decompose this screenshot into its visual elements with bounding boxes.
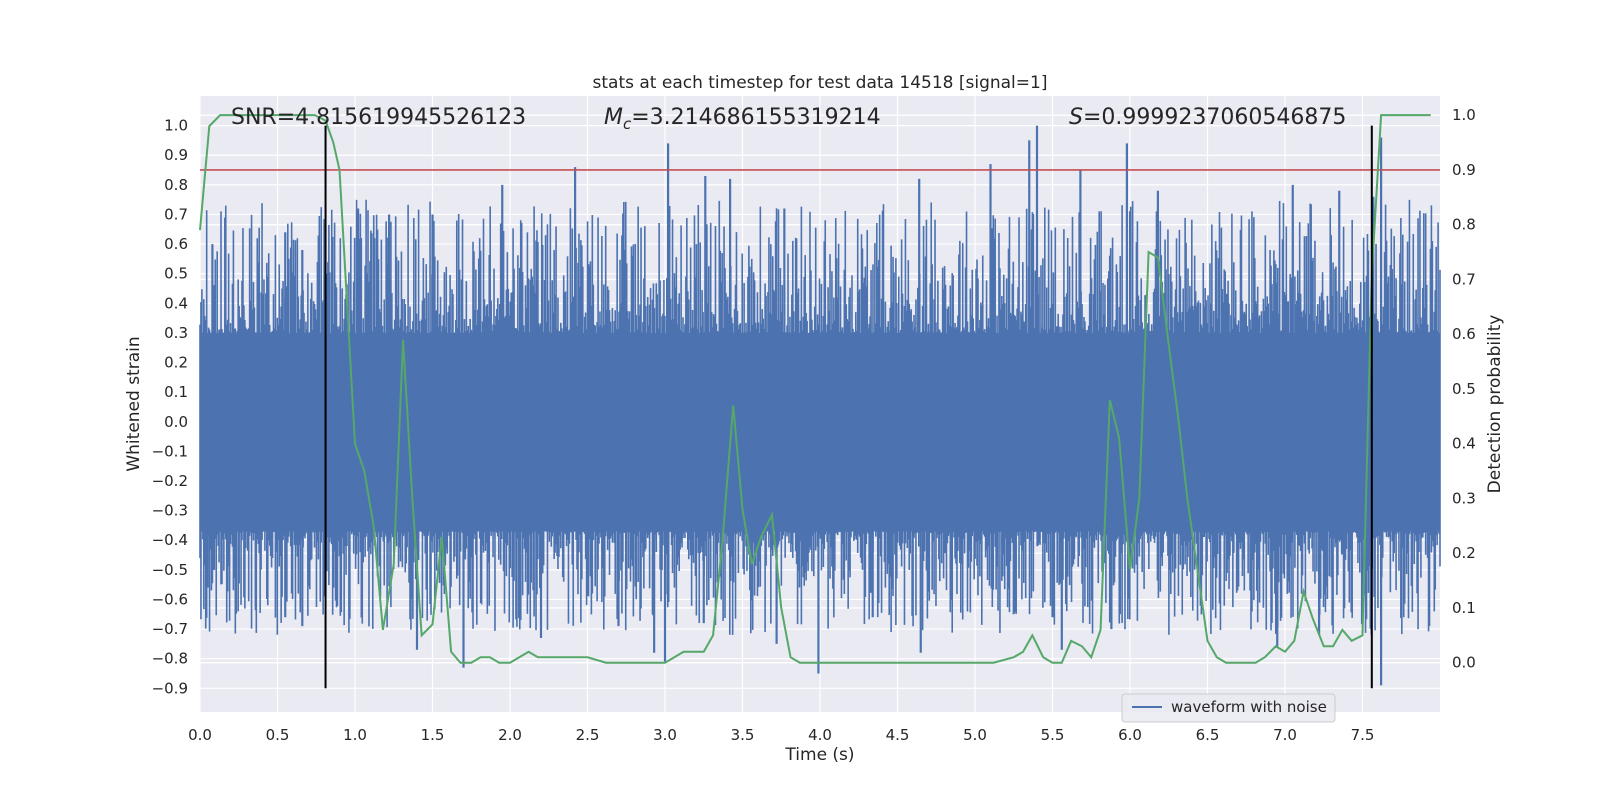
x-tick-label: 2.0: [498, 726, 522, 744]
score-annotation: S=0.9999237060546875: [1069, 105, 1346, 130]
y2-tick-label: 0.3: [1452, 489, 1476, 507]
y-tick-label: 0.2: [164, 354, 188, 372]
y-tick-label: −0.4: [152, 531, 188, 549]
legend-label: waveform with noise: [1171, 698, 1327, 716]
y-tick-label: 0.9: [164, 146, 188, 164]
y2-tick-label: 0.2: [1452, 544, 1476, 562]
x-tick-label: 1.5: [421, 726, 445, 744]
y-tick-label: −0.1: [152, 442, 188, 460]
y2-tick-label: 0.6: [1452, 325, 1476, 343]
x-tick-label: 0.5: [266, 726, 290, 744]
y2-tick-labels: 1.0 0.9 0.8 0.7 0.6 0.5 0.4 0.3 0.2 0.1 0.0: [1452, 106, 1476, 672]
vertical-markers: [324, 125, 1373, 689]
x-axis-label: Time (s): [784, 745, 854, 765]
legend-box: [1121, 693, 1336, 723]
y2-tick-label: 0.8: [1452, 216, 1476, 234]
chirp-mass-annotation: Mc=3.214686155319214: [604, 105, 881, 133]
chirp-mass-symbol: M: [604, 105, 623, 130]
y-tick-label: 0.6: [164, 235, 188, 253]
x-tick-label: 4.5: [886, 726, 910, 744]
x-tick-label: 6.0: [1118, 726, 1142, 744]
legend: waveform with noise: [1121, 693, 1336, 723]
x-tick-label: 7.5: [1351, 726, 1375, 744]
y-tick-label: 0.7: [164, 205, 188, 223]
x-tick-label: 5.5: [1041, 726, 1065, 744]
x-tick-label: 3.0: [653, 726, 677, 744]
y-tick-label: 0.0: [164, 413, 188, 431]
y-tick-label: −0.5: [152, 561, 188, 579]
y-tick-label: 0.5: [164, 265, 188, 283]
x-tick-labels: 0.0 0.5 1.0 1.5 2.0 2.5 3.0 3.5 4.0 4.5 5.0 5.5 6.0 6…: [188, 726, 1374, 744]
y-tick-label: −0.9: [152, 679, 188, 697]
x-tick-label: 0.0: [188, 726, 212, 744]
x-tick-label: 7.0: [1273, 726, 1297, 744]
y2-tick-label: 0.9: [1452, 161, 1476, 179]
x-tick-label: 6.5: [1196, 726, 1220, 744]
x-tick-label: 3.5: [731, 726, 755, 744]
chirp-mass-subscript: c: [623, 115, 632, 133]
y-tick-label: −0.6: [152, 590, 188, 608]
y-axis-label: Whitened strain: [124, 336, 144, 471]
detection-probability-line: [199, 114, 1431, 664]
score-symbol: S: [1069, 105, 1083, 130]
y-tick-label: 0.1: [164, 383, 188, 401]
y-tick-label: 0.3: [164, 324, 188, 342]
y-tick-label: −0.8: [152, 650, 188, 668]
y2-tick-label: 0.5: [1452, 380, 1476, 398]
y2-tick-label: 0.1: [1452, 599, 1476, 617]
y-tick-label: 0.8: [164, 176, 188, 194]
x-tick-label: 1.0: [343, 726, 367, 744]
y-tick-label: −0.3: [152, 502, 188, 520]
x-tick-label: 2.5: [576, 726, 600, 744]
chirp-mass-value: =3.214686155319214: [631, 105, 880, 130]
waveform-core: [200, 332, 1440, 532]
y-tick-label: −0.2: [152, 472, 188, 490]
x-tick-label: 5.0: [963, 726, 987, 744]
y2-tick-label: 0.0: [1452, 654, 1476, 672]
y2-tick-label: 1.0: [1452, 106, 1476, 124]
y-tick-label: 0.4: [164, 294, 188, 312]
score-value: =0.9999237060546875: [1083, 105, 1346, 130]
chart-title: stats at each timestep for test data 145…: [593, 73, 1048, 93]
y2-tick-label: 0.7: [1452, 270, 1476, 288]
y2-axis-label: Detection probability: [1485, 315, 1505, 494]
y2-tick-label: 0.4: [1452, 435, 1476, 453]
y-tick-label: −0.7: [152, 620, 188, 638]
x-tick-label: 4.0: [808, 726, 832, 744]
y-tick-labels: 1.0 0.9 0.8 0.7 0.6 0.5 0.4 0.3 0.2 0.1 0.0 −0.1 −0.…: [152, 117, 188, 698]
snr-annotation: SNR=4.815619945526123: [231, 105, 526, 130]
y-tick-label: 1.0: [164, 117, 188, 135]
